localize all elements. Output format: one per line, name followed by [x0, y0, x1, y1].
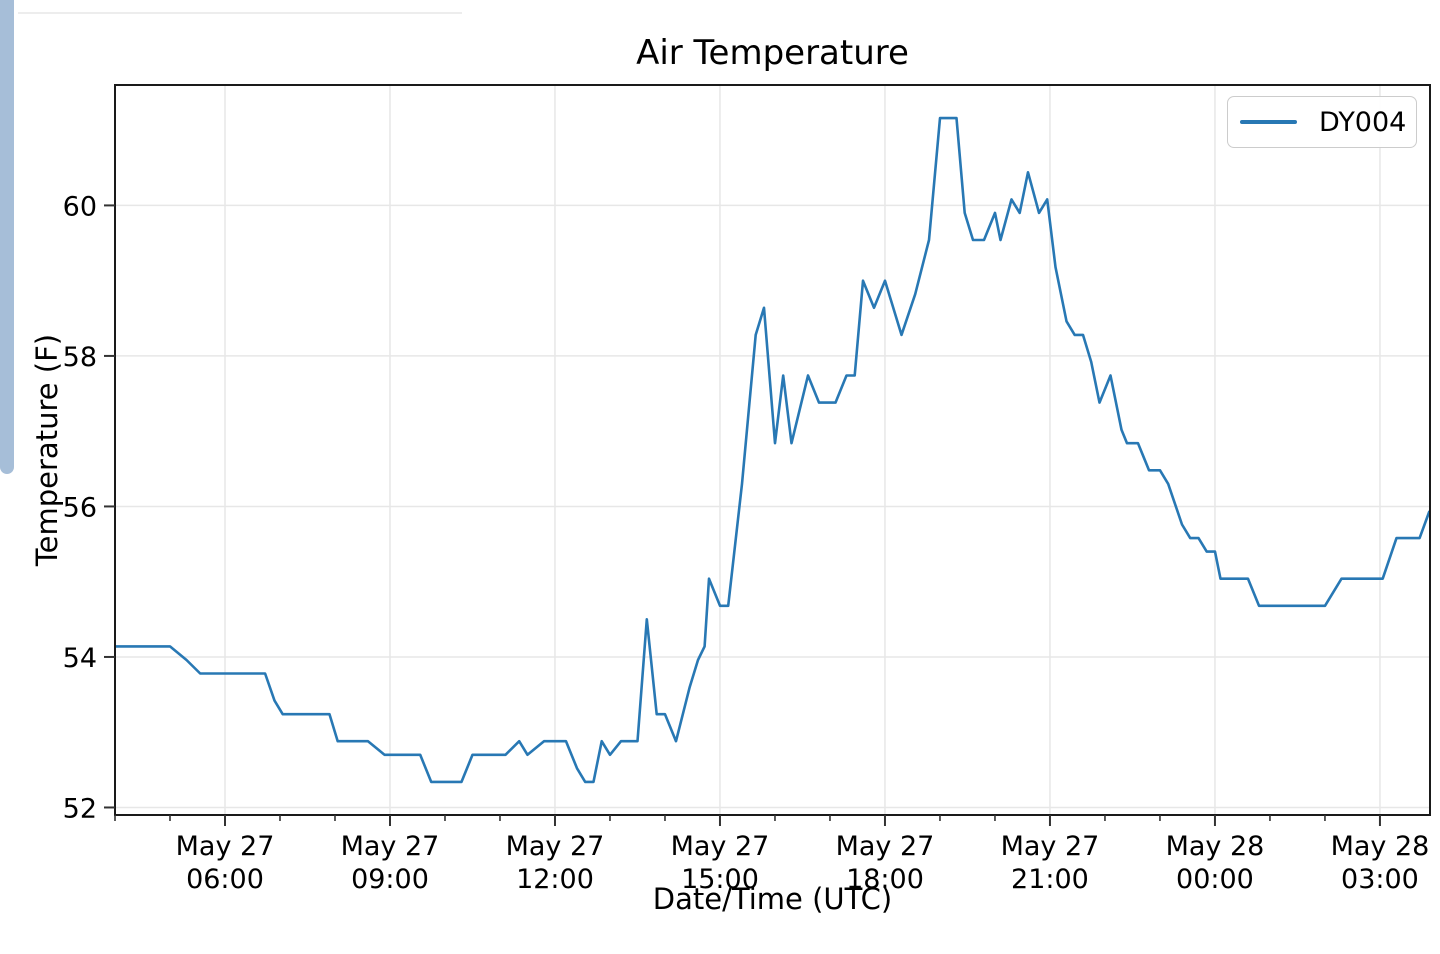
svg-text:May 27: May 27 — [671, 831, 770, 862]
temperature-line-series — [115, 116, 1431, 784]
svg-text:May 27: May 27 — [1001, 831, 1100, 862]
axis-ticks — [104, 204, 1381, 826]
y-axis-label: Temperature (F) — [30, 333, 64, 567]
svg-text:May 27: May 27 — [506, 831, 605, 862]
legend: DY004 — [1227, 96, 1417, 148]
svg-text:60: 60 — [63, 191, 97, 222]
svg-text:18:00: 18:00 — [846, 864, 924, 895]
svg-text:12:00: 12:00 — [516, 864, 594, 895]
svg-text:15:00: 15:00 — [681, 864, 759, 895]
svg-text:58: 58 — [63, 342, 97, 373]
svg-text:54: 54 — [63, 643, 97, 674]
legend-line-sample — [1240, 120, 1297, 124]
svg-text:09:00: 09:00 — [351, 864, 429, 895]
chart-title: Air Temperature — [636, 33, 909, 73]
x-axis-label: Date/Time (UTC) — [652, 882, 893, 916]
scrollbar-thumb[interactable] — [0, 0, 14, 474]
axes-spines — [114, 84, 1431, 816]
svg-text:21:00: 21:00 — [1011, 864, 1089, 895]
svg-text:56: 56 — [63, 492, 97, 523]
svg-text:00:00: 00:00 — [1176, 864, 1254, 895]
svg-text:May 27: May 27 — [341, 831, 440, 862]
svg-text:May 28: May 28 — [1166, 831, 1265, 862]
svg-text:03:00: 03:00 — [1341, 864, 1419, 895]
svg-text:06:00: 06:00 — [186, 864, 264, 895]
svg-text:May 28: May 28 — [1331, 831, 1430, 862]
svg-text:May 27: May 27 — [836, 831, 935, 862]
grid-lines — [115, 85, 1430, 815]
window-edge-line — [18, 12, 462, 14]
svg-text:52: 52 — [63, 793, 97, 824]
svg-text:May 27: May 27 — [176, 831, 275, 862]
legend-entry-label: DY004 — [1319, 106, 1407, 138]
